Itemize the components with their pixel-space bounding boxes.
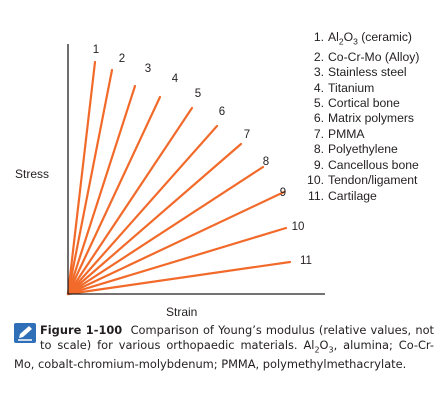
material-line-3 (66, 84, 137, 296)
line-number-label-10: 10 (292, 221, 305, 233)
legend-number: 6. (313, 111, 324, 126)
legend-item-8: 8. Polyethylene (300, 142, 419, 157)
line-number-label-5: 5 (195, 88, 201, 100)
legend-material-name: Stainless steel (328, 65, 407, 80)
legend-item-7: 7. PMMA (300, 127, 419, 142)
legend-material-name: Titanium (328, 80, 375, 95)
material-line-4 (66, 95, 162, 296)
legend-number: 7. (313, 126, 324, 141)
edit-pen-icon (14, 323, 36, 343)
legend-number: 5. (313, 96, 324, 111)
line-number-label-11: 11 (300, 255, 312, 267)
x-axis-label: Strain (166, 305, 197, 319)
legend-material-name: Cortical bone (328, 96, 400, 111)
legend-number: 2. (313, 49, 324, 64)
figure-label: Figure 1-100 (40, 323, 123, 337)
legend-material-name: Matrix polymers (328, 111, 415, 126)
line-number-label-3: 3 (145, 63, 151, 75)
line-number-label-9: 9 (280, 187, 286, 199)
material-line-2 (66, 68, 114, 296)
legend-number: 4. (313, 80, 324, 95)
legend-item-6: 6. Matrix polymers (300, 111, 419, 126)
line-number-label-4: 4 (172, 73, 179, 85)
material-line-10 (66, 226, 288, 296)
legend-number: 11. (307, 188, 324, 203)
legend-item-1: 1. Al2O3 (ceramic) (300, 30, 419, 50)
y-axis-label: Stress (15, 167, 49, 181)
legend-material-name: Al2O3 (ceramic) (328, 30, 412, 47)
legend-material-name: Tendon/ligament (328, 173, 418, 188)
line-number-label-1: 1 (93, 44, 99, 56)
legend-number: 9. (313, 157, 324, 172)
material-line-7 (66, 142, 243, 296)
material-lines (66, 60, 292, 296)
line-number-label-2: 2 (119, 53, 125, 65)
line-number-label-7: 7 (244, 129, 250, 141)
material-line-11 (66, 260, 292, 296)
line-number-labels: 1 2 3 4 5 6 7 8 9 10 11 (93, 44, 312, 267)
material-line-8 (66, 165, 265, 296)
line-number-label-6: 6 (219, 106, 225, 118)
legend-item-3: 3. Stainless steel (300, 65, 419, 80)
legend-item-5: 5. Cortical bone (300, 96, 419, 111)
legend: 1. Al2O3 (ceramic) 2. Co-Cr-Mo (Alloy) 3. Sta… (300, 30, 419, 204)
legend-number: 1. (313, 30, 324, 44)
material-line-1 (66, 60, 97, 296)
legend-material-name: Cartilage (328, 188, 377, 203)
legend-item-10: 10. Tendon/ligament (300, 173, 419, 188)
stress-strain-chart: 1 2 3 4 5 6 7 8 9 10 11 Stress Strain (15, 44, 325, 319)
caption-text: Comparison of Young’s modulus (relative … (14, 323, 434, 372)
legend-material-name: PMMA (328, 126, 365, 141)
legend-item-11: 11. Cartilage (300, 189, 419, 204)
legend-number: 10. (307, 173, 324, 188)
legend-number: 8. (313, 142, 324, 157)
legend-item-2: 2. Co-Cr-Mo (Alloy) (300, 49, 420, 65)
material-line-9 (66, 190, 286, 296)
legend-item-4: 4. Titanium (300, 81, 419, 96)
legend-item-9: 9. Cancellous bone (300, 158, 419, 173)
legend-material-name: Co-Cr-Mo (Alloy) (328, 49, 420, 64)
line-number-label-8: 8 (263, 156, 269, 168)
figure-caption: Figure 1-100 Comparison of Young’s modul… (14, 323, 434, 372)
legend-number: 3. (313, 65, 324, 80)
legend-material-name: Cancellous bone (328, 157, 419, 172)
material-line-6 (66, 124, 219, 296)
material-line-5 (66, 106, 194, 296)
legend-material-name: Polyethylene (328, 142, 398, 157)
